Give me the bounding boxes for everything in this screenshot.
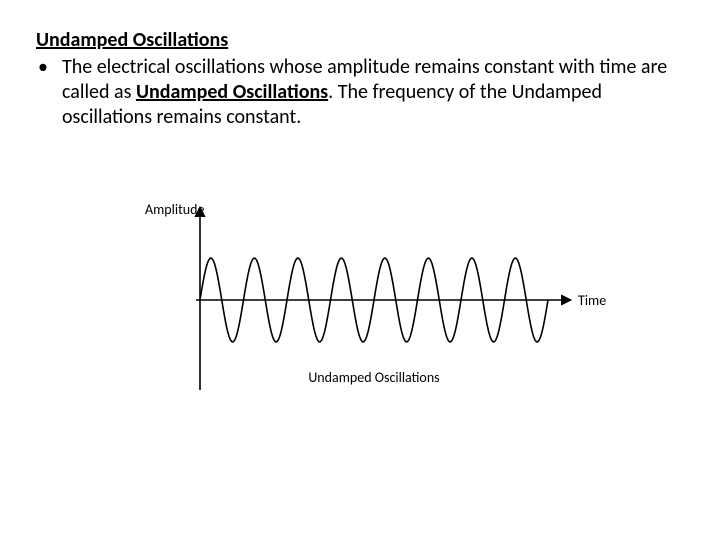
slide: Undamped Oscillations • The electrical o… — [0, 0, 720, 540]
section-heading: Undamped Oscillations — [36, 28, 684, 53]
bullet-text: The electrical oscillations whose amplit… — [62, 55, 684, 130]
bullet-item: • The electrical oscillations whose ampl… — [36, 55, 684, 130]
x-axis-label: Time — [578, 292, 606, 309]
y-axis-label: Amplitude — [145, 201, 204, 218]
figure-container: Amplitude Time Undamped Oscillations — [36, 190, 684, 410]
bullet-marker: • — [36, 55, 62, 80]
bullet-text-underlined: Undamped Oscillations — [136, 80, 328, 104]
undamped-oscillation-chart: Amplitude Time Undamped Oscillations — [110, 190, 610, 410]
figure-caption: Undamped Oscillations — [308, 369, 439, 386]
